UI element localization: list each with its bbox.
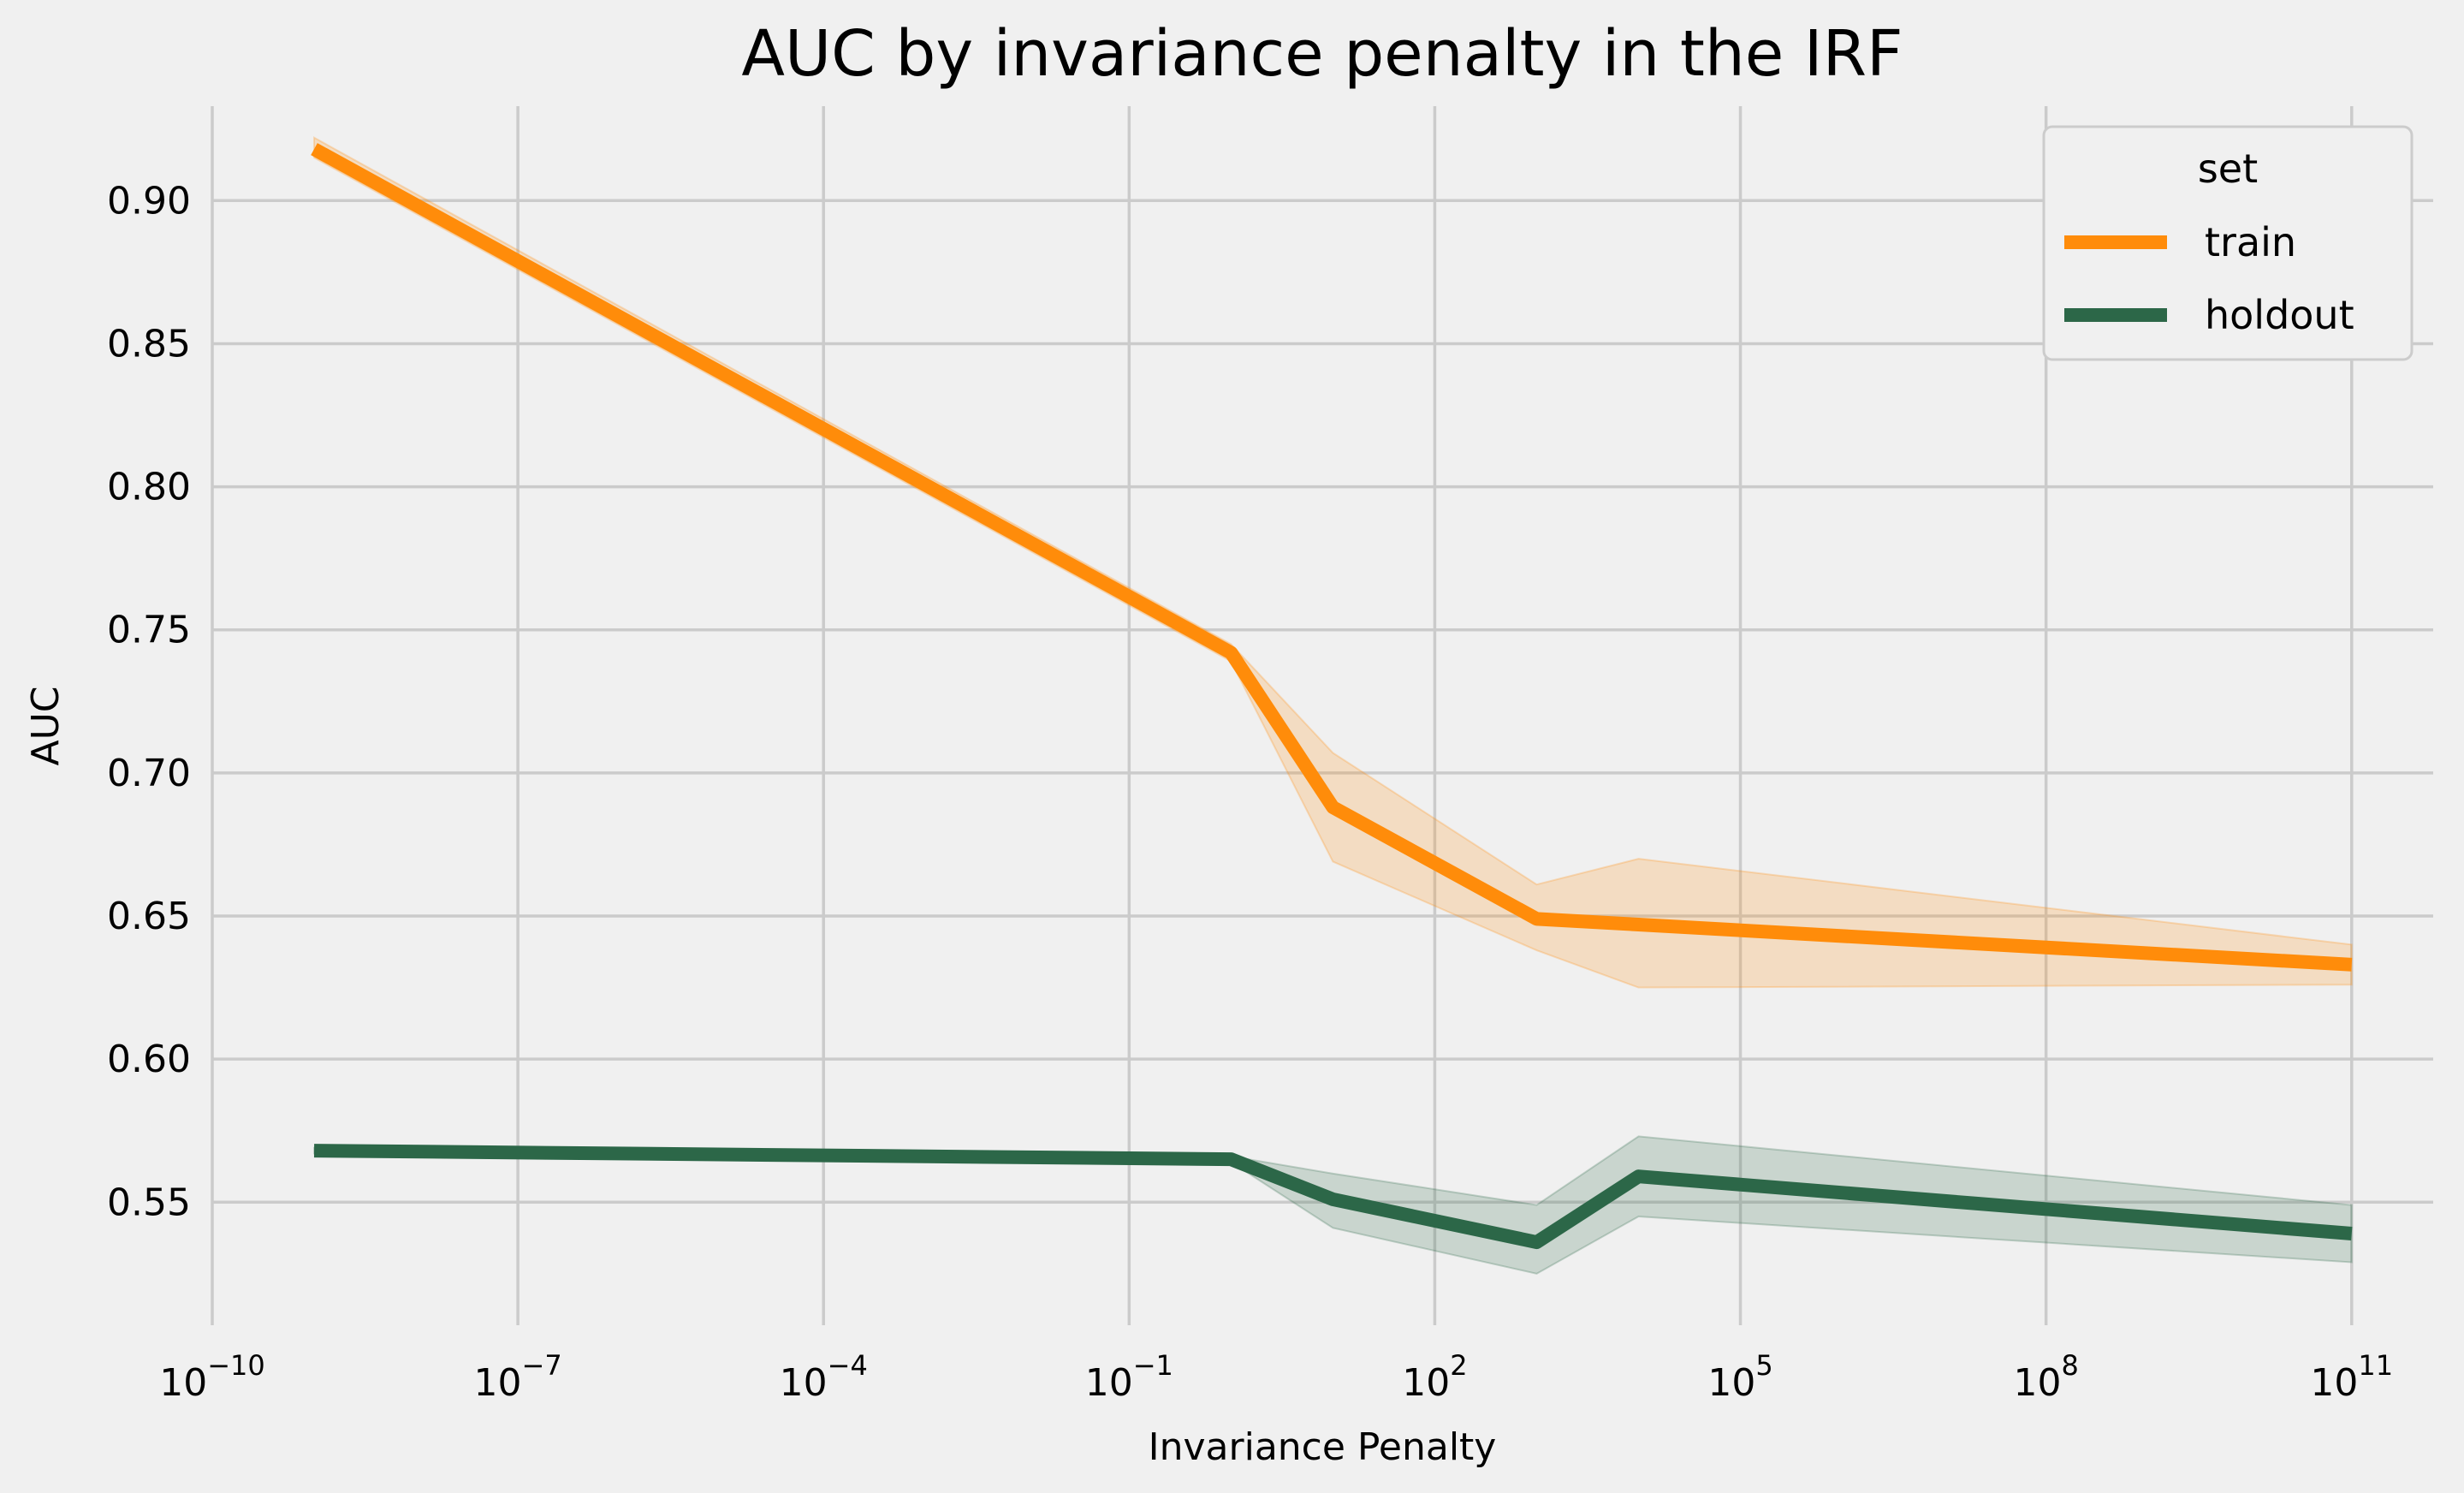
x-tick-label: 108	[2013, 1349, 2078, 1405]
series-lines	[311, 143, 2353, 1250]
y-tick-label: 0.80	[107, 466, 191, 509]
y-axis-label: AUC	[24, 686, 68, 765]
series-line-train	[311, 143, 2353, 972]
legend-box	[2042, 125, 2414, 361]
x-tick-label: 10−10	[159, 1349, 265, 1405]
x-tick-label: 1011	[2310, 1349, 2393, 1405]
x-axis-label: Invariance Penalty	[1149, 1425, 1497, 1469]
chart-title: AUC by invariance penalty in the IRF	[741, 17, 1903, 91]
series-line-holdout	[313, 1144, 2353, 1250]
y-tick-labels: 0.55 0.60 0.65 0.70 0.75 0.80 0.85 0.90	[107, 179, 191, 1224]
y-tick-label: 0.65	[107, 895, 191, 938]
x-tick-label: 10−1	[1085, 1349, 1173, 1405]
legend: set train holdout	[2042, 125, 2414, 361]
y-gridlines	[212, 199, 2433, 1205]
x-tick-labels: 10−10 10−7 10−4 10−1 102 105 108 1011	[159, 1349, 2393, 1405]
y-tick-label: 0.85	[107, 322, 191, 366]
y-tick-label: 0.70	[107, 752, 191, 795]
legend-label-train: train	[2205, 219, 2296, 265]
x-tick-label: 10−4	[780, 1349, 868, 1405]
y-tick-label: 0.75	[107, 609, 191, 652]
y-tick-label: 0.60	[107, 1038, 191, 1081]
x-tick-label: 10−7	[474, 1349, 562, 1405]
x-tick-label: 105	[1707, 1349, 1772, 1405]
y-tick-label: 0.55	[107, 1181, 191, 1224]
y-tick-label: 0.90	[107, 179, 191, 223]
legend-title: set	[2198, 146, 2258, 192]
x-tick-label: 102	[1402, 1349, 1467, 1405]
legend-label-holdout: holdout	[2205, 292, 2354, 338]
